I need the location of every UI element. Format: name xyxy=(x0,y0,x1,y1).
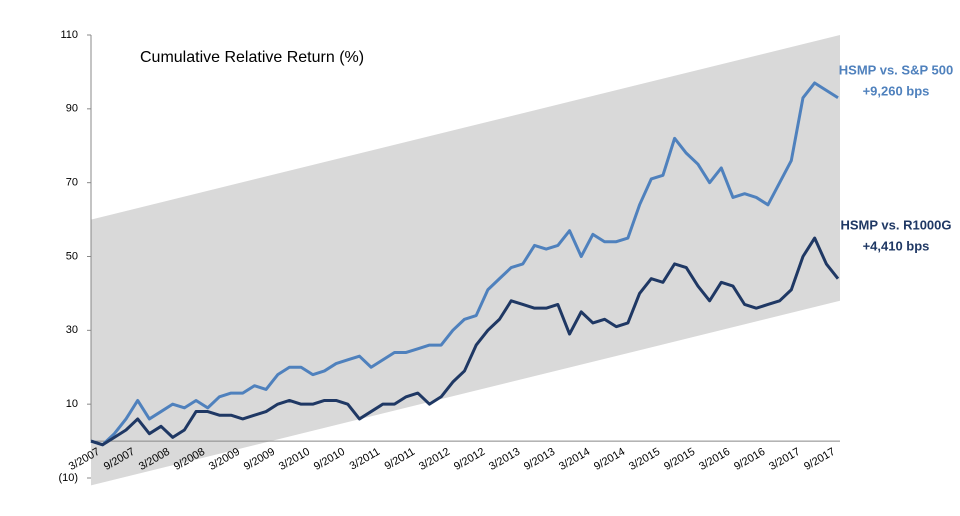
x-tick-label: 3/2011 xyxy=(348,446,382,473)
x-tick-label: 3/2017 xyxy=(767,446,802,473)
x-tick-label: 9/2017 xyxy=(802,446,837,473)
series-line xyxy=(90,81,839,447)
x-tick-label: 3/2012 xyxy=(417,446,452,473)
x-tick-label: 3/2015 xyxy=(627,446,662,473)
y-tick-label: 90 xyxy=(66,103,78,115)
x-tick-label: 9/2009 xyxy=(242,446,277,473)
x-tick-label: 3/2013 xyxy=(487,446,522,473)
band xyxy=(91,35,840,486)
y-tick-label: 10 xyxy=(66,398,78,410)
y-tick-label: 110 xyxy=(60,29,78,41)
x-tick-label: 3/2010 xyxy=(277,446,312,473)
x-tick-label: 9/2012 xyxy=(452,446,487,473)
x-tick-label: 3/2016 xyxy=(697,446,732,473)
x-tick-label: 9/2015 xyxy=(662,446,697,473)
x-tick-label: 9/2010 xyxy=(312,446,347,473)
y-tick-label: 50 xyxy=(66,250,78,262)
series-label: +4,410 bps xyxy=(863,238,930,253)
y-tick-label: (10) xyxy=(58,472,78,484)
series-label: +9,260 bps xyxy=(863,83,930,98)
x-tick-label: 9/2014 xyxy=(592,446,627,473)
series-line xyxy=(90,236,840,447)
series-name: HSMP vs. R1000G xyxy=(840,217,951,232)
x-tick-label: 9/2011 xyxy=(383,446,417,473)
chart-title: Cumulative Relative Return (%) xyxy=(140,49,364,66)
y-tick-label: 70 xyxy=(66,177,78,189)
x-tick-label: 9/2016 xyxy=(732,446,767,473)
y-tick-label: 30 xyxy=(66,324,78,336)
series-name: HSMP vs. S&P 500 xyxy=(839,62,953,77)
x-tick-label: 3/2014 xyxy=(557,446,592,473)
x-tick-label: 9/2013 xyxy=(522,446,557,473)
